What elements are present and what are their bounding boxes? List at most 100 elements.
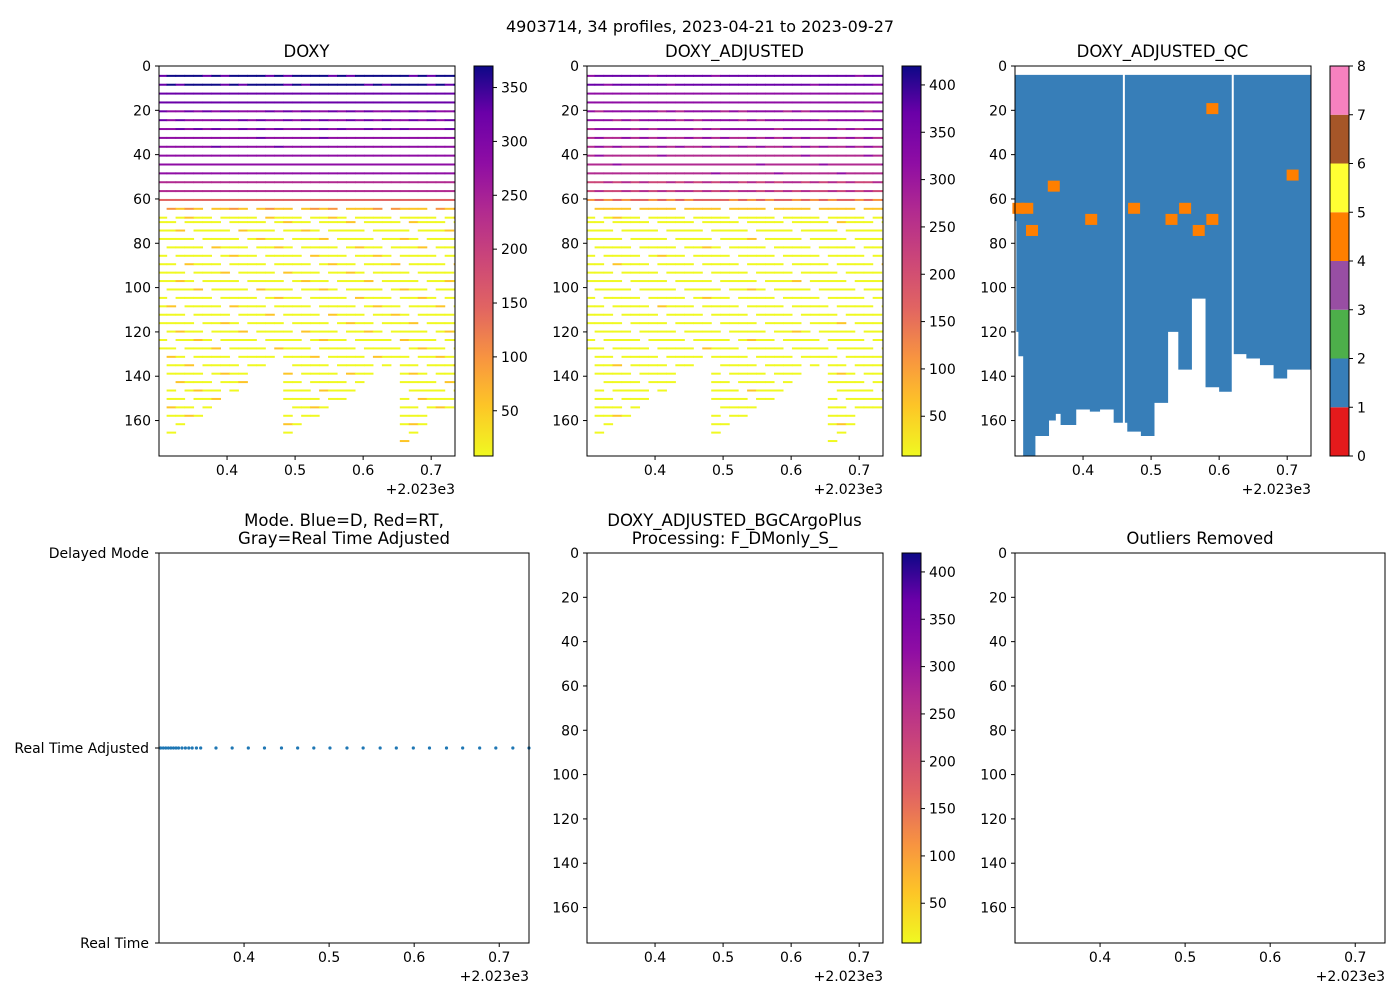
heatmap-cell	[666, 229, 676, 232]
heatmap-cell	[328, 339, 338, 341]
heatmap-cell	[702, 181, 712, 184]
heatmap-cell	[720, 181, 730, 184]
heatmap-cell	[791, 74, 802, 77]
heatmap-cell	[435, 190, 446, 193]
heatmap-cell	[630, 92, 641, 95]
heatmap-cell	[193, 207, 204, 210]
heatmap-cell	[657, 322, 667, 325]
heatmap-cell	[845, 128, 856, 131]
x-tick-label: 0.5	[1140, 463, 1162, 479]
heatmap-cell	[881, 216, 883, 219]
heatmap-cell	[657, 330, 667, 333]
heatmap-cell	[381, 296, 392, 299]
heatmap-cell	[863, 83, 874, 86]
heatmap-cell	[657, 119, 667, 122]
heatmap-cell	[184, 83, 195, 86]
heatmap-cell	[639, 271, 649, 274]
heatmap-cell	[346, 101, 356, 104]
heatmap-cell	[283, 288, 293, 291]
heatmap-cell	[184, 406, 195, 409]
y-tick-label: 0	[570, 546, 579, 562]
heatmap-cell	[729, 136, 739, 139]
heatmap-cell	[756, 330, 766, 333]
heatmap-cell	[675, 163, 685, 166]
heatmap-cell	[603, 207, 614, 210]
heatmap-cell	[399, 154, 410, 157]
heatmap-cell	[594, 397, 605, 400]
heatmap-cell	[720, 313, 730, 316]
heatmap-cell	[872, 229, 883, 232]
figure-suptitle: 4903714, 34 profiles, 2023-04-21 to 2023…	[506, 17, 894, 36]
heatmap-cell	[594, 181, 605, 184]
heatmap-cell	[648, 254, 658, 257]
heatmap-cell	[774, 92, 784, 95]
heatmap-cell	[184, 145, 195, 148]
heatmap-cell	[444, 364, 455, 367]
heatmap-cell	[791, 246, 802, 249]
heatmap-cell	[603, 372, 614, 375]
heatmap-cell	[310, 207, 320, 210]
heatmap-cell	[381, 263, 392, 266]
mode-point	[159, 746, 163, 750]
heatmap-cell	[229, 364, 239, 367]
heatmap-cell	[372, 172, 383, 175]
mode-point	[174, 746, 178, 750]
colorbar-tick-label: 50	[929, 409, 947, 425]
heatmap-cell	[666, 271, 676, 274]
heatmap-cell	[337, 381, 347, 384]
mode-point	[279, 746, 284, 750]
heatmap-cell	[229, 216, 239, 219]
heatmap-cell	[220, 207, 230, 210]
heatmap-cell	[184, 119, 195, 122]
heatmap-cell	[390, 145, 401, 148]
heatmap-cell	[639, 110, 649, 113]
heatmap-cell	[337, 190, 347, 193]
mode-point	[461, 746, 465, 750]
heatmap-cell	[444, 254, 455, 257]
heatmap-cell	[417, 92, 428, 95]
heatmap-cell	[408, 110, 419, 113]
heatmap-cell	[603, 330, 614, 333]
heatmap-cell	[372, 163, 383, 166]
heatmap-cell	[211, 280, 221, 283]
heatmap-cell	[220, 163, 230, 166]
heatmap-cell	[621, 305, 632, 308]
heatmap-cell	[381, 305, 392, 308]
heatmap-cell	[328, 389, 338, 392]
heatmap-cell	[675, 254, 685, 257]
heatmap-cell	[827, 119, 838, 122]
heatmap-cell	[747, 101, 757, 104]
y-tick-label: 0	[570, 59, 579, 75]
heatmap-cell	[621, 154, 632, 157]
colorbar-tick-label: 350	[501, 81, 528, 97]
heatmap-cell	[166, 263, 177, 266]
heatmap-cell	[711, 110, 721, 113]
heatmap-cell	[666, 381, 676, 384]
heatmap-cell	[337, 181, 347, 184]
heatmap-cell	[657, 237, 667, 240]
heatmap-cell	[836, 347, 847, 350]
heatmap-cell	[247, 263, 257, 266]
heatmap-cell	[756, 172, 766, 175]
heatmap-cell	[363, 372, 374, 375]
heatmap-cell	[836, 163, 847, 166]
heatmap-cell	[738, 119, 748, 122]
heatmap-cell	[211, 101, 221, 104]
heatmap-cell	[729, 119, 739, 122]
heatmap-cell	[756, 339, 766, 341]
heatmap-cell	[872, 406, 883, 409]
heatmap-cell	[587, 190, 596, 193]
heatmap-cell	[417, 145, 428, 148]
heatmap-cell	[184, 263, 195, 266]
heatmap-cell	[836, 237, 847, 240]
heatmap-cell	[729, 406, 739, 409]
heatmap-cell	[818, 190, 829, 193]
heatmap-cell	[684, 263, 694, 266]
heatmap-cell	[612, 406, 623, 409]
heatmap-cell	[693, 339, 703, 341]
heatmap-cell	[328, 74, 338, 77]
panel-title-line2: Processing: F_DMonly_S_	[632, 529, 838, 549]
heatmap-cell	[417, 207, 428, 210]
heatmap-cell	[675, 313, 685, 316]
heatmap-cell	[800, 288, 811, 291]
